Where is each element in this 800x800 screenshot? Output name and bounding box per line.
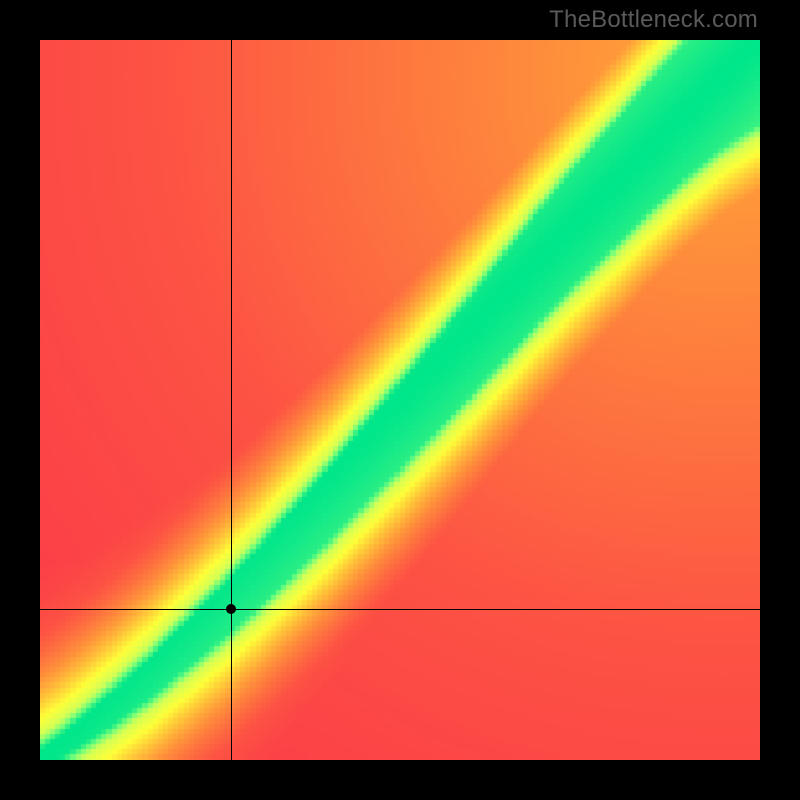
crosshair-vertical xyxy=(231,40,232,760)
heatmap-canvas xyxy=(40,40,760,760)
watermark-text: TheBottleneck.com xyxy=(549,6,758,34)
plot-area xyxy=(40,40,760,760)
crosshair-marker xyxy=(226,604,236,614)
chart-frame: TheBottleneck.com xyxy=(0,0,800,800)
crosshair-horizontal xyxy=(40,609,760,610)
